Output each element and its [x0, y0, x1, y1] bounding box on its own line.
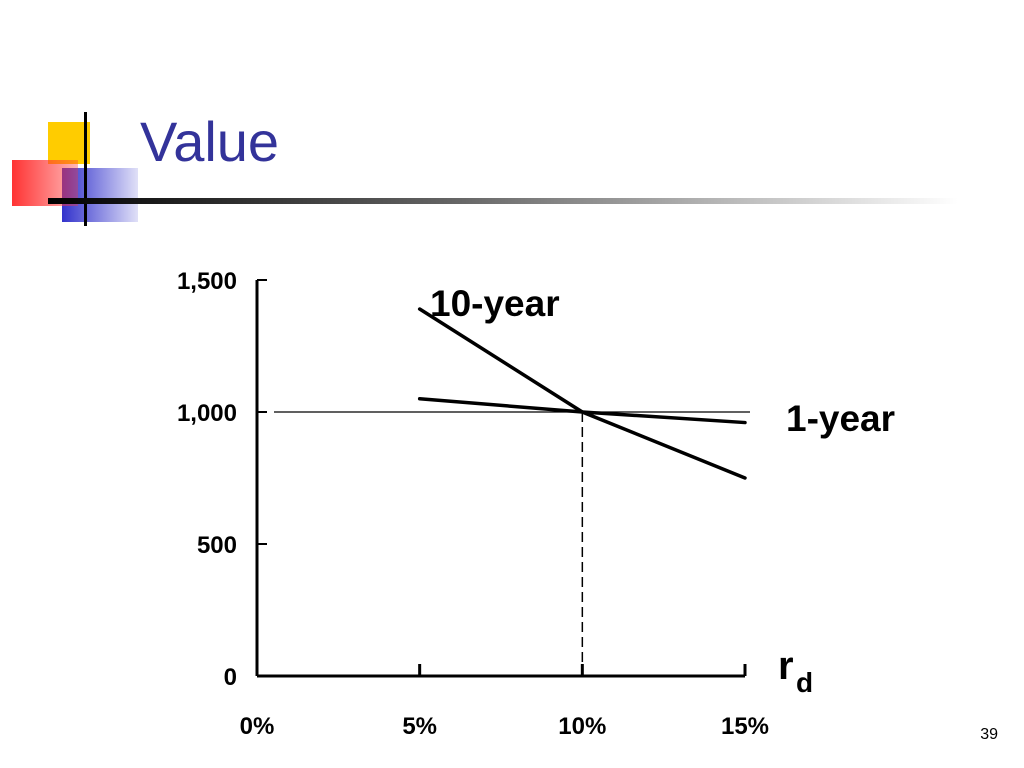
series-line-0: [417, 307, 747, 480]
x-axis-label-subscript: d: [796, 667, 813, 698]
chart-axes: [255, 279, 747, 678]
x-tick-label-2: 10%: [558, 713, 606, 740]
x-axis-label: r: [778, 644, 794, 688]
x-tick-label-1: 5%: [402, 713, 437, 740]
y-tick-label-0: 0: [224, 664, 237, 691]
chart-series: [417, 307, 747, 480]
slide-title: Value: [140, 110, 280, 173]
x-tick-label-3: 15%: [721, 713, 769, 740]
title-decoration: [12, 112, 958, 226]
y-tick-label-3: 1,500: [177, 268, 237, 295]
chart-labels: 0% 5% 10% 15% 0 500 1,000 1,500 10-year 1-year r d: [177, 268, 895, 740]
reference-lines: [274, 411, 750, 676]
series-label-0: 10-year: [430, 283, 560, 324]
title-rule: [48, 198, 958, 204]
y-tick-label-1: 500: [197, 532, 237, 559]
deco-vertical-line: [84, 112, 87, 226]
deco-yellow-square: [48, 122, 90, 164]
page-number: 39: [980, 726, 998, 743]
y-tick-label-2: 1,000: [177, 400, 237, 427]
series-label-1: 1-year: [786, 398, 895, 439]
series-line-1: [417, 397, 747, 425]
x-tick-label-0: 0%: [240, 713, 275, 740]
